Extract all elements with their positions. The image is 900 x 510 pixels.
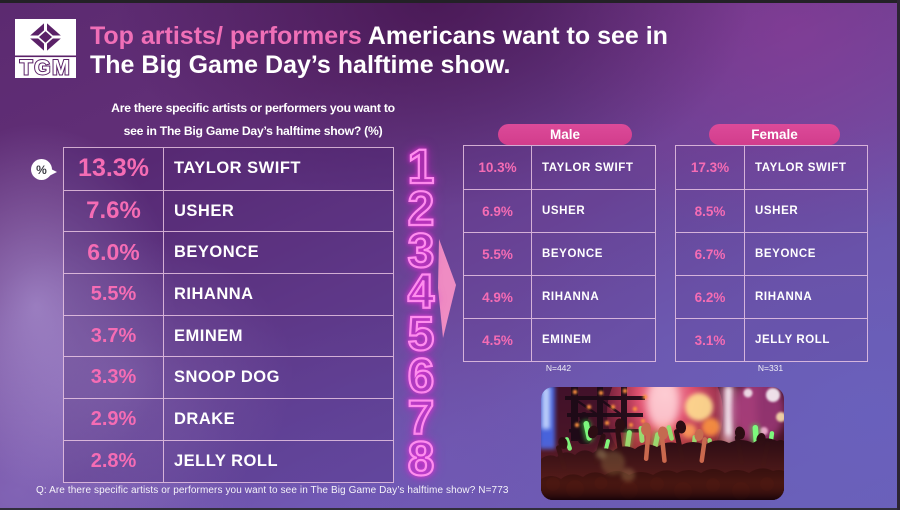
top-letterbox-bar bbox=[0, 0, 900, 3]
title-highlight: Top artists/ performers bbox=[90, 22, 362, 50]
female-3-value: 6.7% bbox=[694, 246, 726, 262]
bottom-letterbox-bar bbox=[0, 508, 900, 510]
male-header-pill: Male bbox=[498, 124, 632, 145]
rank-4-value: 5.5% bbox=[90, 282, 137, 305]
table-row: 13.3% TAYLOR SWIFT bbox=[64, 148, 393, 190]
footnote: Q: Are there specific artists or perform… bbox=[36, 485, 509, 496]
right-arrow-icon bbox=[437, 238, 457, 339]
survey-question-line2: see in The Big Game Day’s halftime show?… bbox=[123, 124, 383, 138]
male-table: 10.3% TAYLOR SWIFT 6.9% USHER 5.5% BEYONCE … bbox=[463, 145, 656, 362]
tgm-logo: TGM bbox=[15, 19, 76, 81]
table-row: 2.9% DRAKE bbox=[64, 398, 393, 440]
male-1-value: 10.3% bbox=[478, 160, 517, 175]
table-row: 3.1% JELLY ROLL bbox=[676, 318, 867, 361]
neon-number-6: 6 bbox=[407, 349, 436, 404]
neon-number-8: 8 bbox=[407, 432, 436, 487]
rank-8-artist: JELLY ROLL bbox=[163, 440, 393, 482]
neon-number-4: 4 bbox=[407, 265, 436, 320]
rank-1-value: 13.3% bbox=[78, 154, 149, 183]
table-row: 6.7% BEYONCE bbox=[676, 232, 867, 275]
female-4-artist: RIHANNA bbox=[744, 276, 867, 318]
neon-number-2: 2 bbox=[407, 182, 436, 237]
neon-number-7: 7 bbox=[407, 390, 436, 445]
concert-photo bbox=[541, 387, 784, 500]
rank-7-artist: DRAKE bbox=[163, 399, 393, 440]
table-row: 10.3% TAYLOR SWIFT bbox=[464, 146, 655, 189]
neon-number-5: 5 bbox=[407, 307, 436, 362]
male-2-artist: USHER bbox=[531, 190, 655, 232]
male-4-artist: RIHANNA bbox=[531, 276, 655, 318]
rank-6-value: 3.3% bbox=[90, 366, 137, 389]
female-sample-size: N=331 bbox=[757, 363, 784, 373]
male-3-artist: BEYONCE bbox=[531, 233, 655, 275]
rank-2-value: 7.6% bbox=[86, 197, 141, 225]
male-5-artist: EMINEM bbox=[531, 319, 655, 361]
male-2-value: 6.9% bbox=[482, 203, 513, 219]
female-5-artist: JELLY ROLL bbox=[744, 319, 867, 361]
svg-text:TGM: TGM bbox=[20, 57, 71, 79]
survey-question: Are there specific artists or performers… bbox=[88, 97, 418, 143]
male-4-value: 4.9% bbox=[482, 289, 513, 305]
female-1-value: 17.3% bbox=[690, 160, 730, 175]
rank-5-artist: EMINEM bbox=[163, 315, 393, 357]
table-row: 6.2% RIHANNA bbox=[676, 275, 867, 318]
percent-symbol: % bbox=[36, 162, 47, 177]
overall-ranking-table: 13.3% TAYLOR SWIFT 7.6% USHER 6.0% BEYONCE … bbox=[63, 147, 394, 483]
rank-2-artist: USHER bbox=[163, 190, 393, 232]
rank-3-artist: BEYONCE bbox=[163, 232, 393, 274]
female-4-value: 6.2% bbox=[694, 289, 726, 305]
title-rest: Americans want to see in bbox=[361, 22, 668, 50]
table-row: 5.5% BEYONCE bbox=[464, 232, 655, 275]
table-row: 3.3% SNOOP DOG bbox=[64, 356, 393, 399]
female-2-value: 8.5% bbox=[694, 203, 726, 219]
rank-4-artist: RIHANNA bbox=[163, 274, 393, 315]
female-table: 17.3% TAYLOR SWIFT 8.5% USHER 6.7% BEYONCE … bbox=[675, 145, 868, 362]
rank-7-value: 2.9% bbox=[90, 407, 137, 430]
female-2-artist: USHER bbox=[744, 190, 867, 232]
male-sample-size: N=442 bbox=[545, 363, 572, 373]
rank-5-value: 3.7% bbox=[90, 324, 137, 347]
right-letterbox-bar bbox=[897, 0, 900, 510]
table-row: 3.7% EMINEM bbox=[64, 314, 393, 357]
survey-question-line1: Are there specific artists or performers… bbox=[111, 101, 395, 115]
male-1-artist: TAYLOR SWIFT bbox=[531, 146, 655, 189]
table-row: 4.5% EMINEM bbox=[464, 318, 655, 361]
table-row: 5.5% RIHANNA bbox=[64, 273, 393, 315]
page-title: Top artists/ performers Americans want t… bbox=[90, 22, 810, 79]
percent-bubble-icon: % bbox=[31, 159, 52, 180]
male-3-value: 5.5% bbox=[482, 246, 513, 262]
female-header-pill: Female bbox=[709, 124, 840, 145]
table-row: 6.9% USHER bbox=[464, 189, 655, 232]
table-row: 17.3% TAYLOR SWIFT bbox=[676, 146, 867, 189]
tgm-logo-graphic: TGM bbox=[15, 19, 76, 81]
rank-1-artist: TAYLOR SWIFT bbox=[163, 148, 393, 190]
rank-3-value: 6.0% bbox=[87, 239, 140, 266]
table-row: 8.5% USHER bbox=[676, 189, 867, 232]
neon-number-1: 1 bbox=[407, 140, 436, 195]
neon-rank-numbers: 1 2 3 4 5 6 7 8 bbox=[398, 140, 444, 487]
rank-8-value: 2.8% bbox=[90, 449, 137, 472]
female-1-artist: TAYLOR SWIFT bbox=[744, 146, 867, 189]
table-row: 6.0% BEYONCE bbox=[64, 231, 393, 274]
female-3-artist: BEYONCE bbox=[744, 233, 867, 275]
rank-6-artist: SNOOP DOG bbox=[163, 357, 393, 399]
table-row: 7.6% USHER bbox=[64, 189, 393, 232]
table-row: 2.8% JELLY ROLL bbox=[64, 439, 393, 482]
male-pill-label: Male bbox=[549, 127, 580, 142]
diamond-emblem-icon bbox=[26, 19, 65, 55]
neon-number-3: 3 bbox=[407, 224, 436, 279]
table-row: 4.9% RIHANNA bbox=[464, 275, 655, 318]
female-5-value: 3.1% bbox=[694, 332, 726, 348]
male-5-value: 4.5% bbox=[482, 332, 513, 348]
female-pill-label: Female bbox=[751, 127, 798, 142]
title-line2: The Big Game Day’s halftime show. bbox=[90, 50, 511, 79]
